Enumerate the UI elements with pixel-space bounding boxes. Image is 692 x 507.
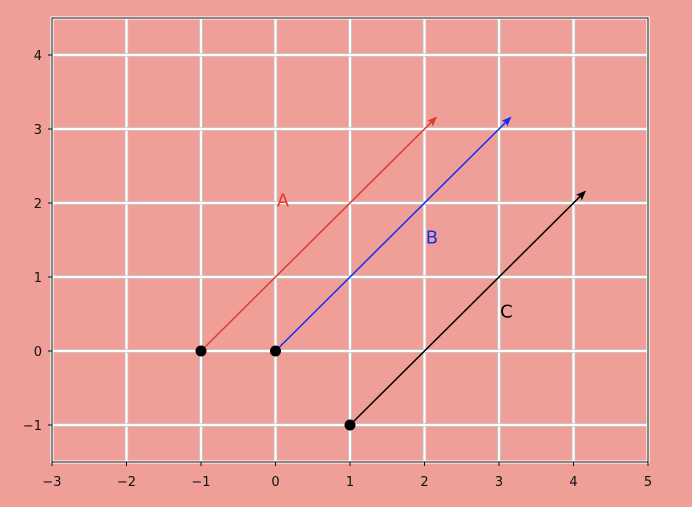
y-tick-label: 1 [34, 271, 42, 286]
vectors: A B C [195, 116, 587, 431]
y-tick-label: −1 [23, 419, 42, 434]
vector-label-a: A [277, 190, 290, 211]
vector-label-b: B [426, 227, 438, 248]
x-tick-label: 2 [420, 475, 428, 490]
x-tick-label: 5 [644, 475, 652, 490]
y-tick-label: 3 [34, 123, 42, 138]
x-tick-label: 4 [569, 475, 577, 490]
vector-a: A [200, 116, 438, 352]
grid [50, 18, 650, 462]
y-tick-label: 0 [34, 345, 42, 360]
y-tick-label: 4 [34, 49, 42, 64]
x-tick-label: 0 [271, 475, 279, 490]
x-tick-label: −3 [42, 475, 61, 490]
x-tick-label: −1 [191, 475, 210, 490]
y-axis: −1 0 1 2 3 4 [23, 49, 52, 434]
x-tick-label: 1 [346, 475, 354, 490]
x-tick-label: 3 [495, 475, 503, 490]
x-axis: −3 −2 −1 0 1 2 3 4 5 [42, 462, 652, 490]
origin-point [270, 345, 281, 357]
x-tick-label: −2 [117, 475, 136, 490]
vector-label-c: C [500, 301, 513, 322]
origin-point [344, 419, 356, 431]
vector-c: C [349, 190, 587, 426]
vector-b: B [274, 116, 512, 352]
origin-point [195, 345, 207, 357]
y-tick-label: 2 [34, 197, 42, 212]
